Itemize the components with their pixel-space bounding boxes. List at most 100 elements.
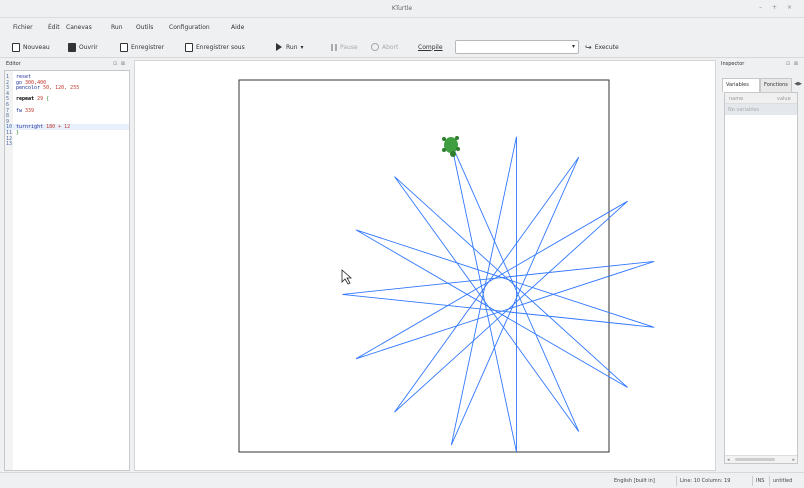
execute-button[interactable]: ↪ Execute [585, 42, 619, 52]
save-as-icon [185, 42, 193, 52]
play-icon [276, 43, 282, 51]
code-line[interactable]: 3 pencolor 50, 120, 255 [5, 85, 129, 91]
line-number: 13 [6, 141, 13, 148]
pause-button[interactable]: Pause [331, 42, 358, 52]
star-drawing [342, 136, 655, 453]
canvas-border [238, 79, 610, 453]
table-header: name value [725, 93, 797, 104]
chevron-down-icon[interactable]: ▾ [571, 43, 575, 50]
line-number: 2 [6, 79, 10, 86]
scroll-thumb[interactable] [735, 458, 775, 461]
variables-table[interactable]: name value No variables ◂ ▸ [724, 92, 798, 464]
menu-run[interactable]: Run [111, 24, 123, 31]
editor-title: Editor [6, 61, 21, 67]
code-line[interactable]: 5 repeat 29 { [5, 96, 129, 102]
code-line[interactable]: 6 [5, 102, 129, 108]
menu-configuration[interactable]: Configuration [169, 24, 210, 31]
code-text: repeat 29 { [16, 96, 50, 103]
run-button[interactable]: Run ▾ [276, 42, 304, 52]
open-button[interactable]: Ouvrir [68, 42, 98, 52]
menu-fichier[interactable]: Fichier [13, 24, 33, 31]
chevron-down-icon[interactable]: ▾ [300, 43, 304, 51]
scroll-right-icon[interactable]: ▸ [792, 457, 795, 463]
code-line[interactable]: 11} [5, 130, 129, 136]
status-separator [752, 476, 753, 486]
abort-icon [371, 43, 379, 51]
turtle-leg [442, 137, 446, 141]
code-text: pencolor 50, 120, 255 [16, 85, 80, 92]
code-editor[interactable]: 1 reset 2 go 300,400 3 pencolor 50, 120, 255 4… [4, 70, 130, 471]
menu-edit[interactable]: Édit [48, 24, 60, 31]
line-number: 3 [6, 85, 10, 92]
canvas-drawing [238, 79, 655, 453]
col-value[interactable]: value [777, 96, 791, 102]
status-position: Line: 10 Column: 19 [680, 478, 731, 484]
status-separator [676, 476, 677, 486]
execute-icon: ↪ [585, 42, 592, 52]
code-text: go 300,400 [16, 79, 47, 86]
turtle-icon [442, 136, 460, 157]
empty-row: No variables [725, 104, 797, 115]
code-line[interactable]: 1 reset [5, 74, 129, 80]
turtle-canvas[interactable] [134, 60, 716, 471]
save-icon [120, 42, 128, 52]
tab-variables[interactable]: Variables [722, 78, 760, 92]
line-number: 11 [6, 130, 13, 136]
status-mode: INS [756, 478, 765, 484]
status-file: untitled [773, 478, 793, 484]
save-button[interactable]: Enregistrer [120, 42, 164, 52]
code-line[interactable]: 9 [5, 119, 129, 125]
line-number: 1 [6, 74, 10, 80]
code-line[interactable]: 4 [5, 91, 129, 97]
col-name[interactable]: name [729, 96, 744, 102]
scroll-left-icon[interactable]: ◂ [727, 457, 730, 463]
turtle-leg [456, 147, 460, 151]
code-line[interactable]: 12 [5, 136, 129, 142]
menu-outils[interactable]: Outils [136, 24, 154, 31]
code-line[interactable]: 7 fw 339 [5, 108, 129, 114]
turtle-path [342, 136, 655, 453]
inspector-title: Inspector [721, 61, 745, 67]
inspector-panel: Inspector ⊡ ⊠ Variables Fonctions ◀▶ nam… [719, 60, 803, 471]
line-number: 7 [6, 107, 10, 114]
menu-aide[interactable]: Aide [231, 24, 245, 31]
panel-controls[interactable]: ⊡ ⊠ [786, 61, 799, 67]
window-title: KTurtle [391, 5, 413, 12]
status-bar: English [built in] Line: 10 Column: 19 I… [0, 472, 804, 488]
line-number: 6 [6, 102, 10, 108]
code-line[interactable]: 2 go 300,400 [5, 80, 129, 86]
horizontal-scrollbar[interactable]: ◂ ▸ [725, 455, 797, 463]
menu-bar: Fichier Édit Canevas Run Outils Configur… [0, 18, 804, 36]
title-bar: KTurtle – + × [0, 0, 804, 18]
pause-icon [331, 43, 337, 51]
new-button[interactable]: Nouveau [12, 42, 50, 52]
turtle-leg [442, 148, 446, 152]
turtle-shell [444, 137, 458, 153]
line-number: 4 [6, 90, 10, 97]
line-number: 5 [6, 96, 10, 103]
code-line[interactable]: 13 [5, 141, 129, 147]
tab-functions[interactable]: Fonctions [760, 78, 792, 92]
panel-controls[interactable]: ⊡ ⊠ [113, 61, 126, 67]
code-text: reset [16, 74, 32, 80]
line-number: 12 [6, 135, 13, 142]
compile-combo[interactable]: ▾ [455, 40, 579, 54]
save-as-button[interactable]: Enregistrer sous [185, 42, 245, 52]
inspector-header: Inspector ⊡ ⊠ [719, 60, 803, 70]
abort-button[interactable]: Abort [371, 42, 398, 52]
code-line[interactable]: 10 turnright 180 + 12 [5, 124, 129, 131]
toolbar: Nouveau Ouvrir Enregistrer Enregistrer s… [0, 36, 804, 58]
line-gutter [5, 71, 13, 470]
new-file-icon [12, 42, 20, 52]
editor-header: Editor ⊡ ⊠ [4, 60, 130, 70]
status-separator [769, 476, 770, 486]
open-folder-icon [68, 42, 76, 52]
tab-scroll-arrows[interactable]: ◀▶ [794, 81, 802, 87]
editor-panel: Editor ⊡ ⊠ 1 reset 2 go 300,400 3 pencolor 50… [4, 60, 130, 471]
code-line[interactable]: 8 [5, 113, 129, 119]
code-text: turnright 180 + 12 [16, 124, 71, 131]
window-controls[interactable]: – + × [759, 4, 796, 11]
line-number: 8 [6, 113, 10, 120]
compile-label: Compile [418, 43, 443, 51]
menu-canevas[interactable]: Canevas [66, 24, 92, 31]
